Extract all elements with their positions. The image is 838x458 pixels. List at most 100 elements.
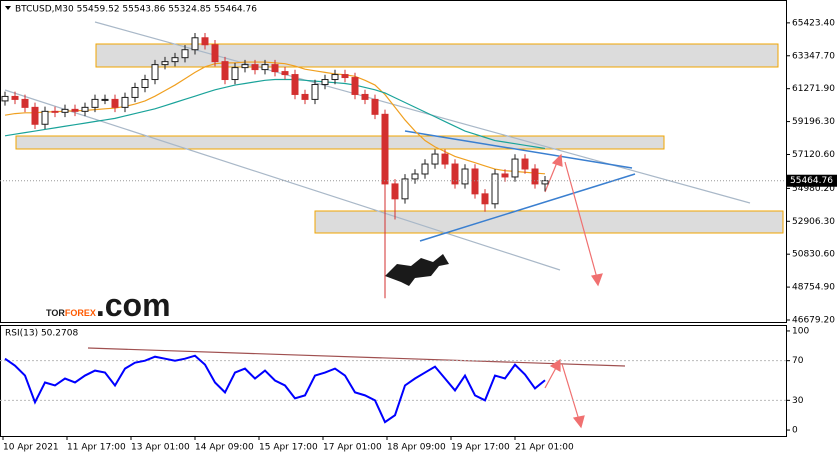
y-tick-label: 57120.60 xyxy=(792,150,835,160)
candle-body xyxy=(91,98,99,108)
candle-body xyxy=(181,49,189,59)
y-tick-label: 0 xyxy=(792,426,798,436)
last-price-label: 55464.76 xyxy=(790,176,833,186)
arrow xyxy=(564,161,598,279)
candle-body xyxy=(291,74,299,95)
header-icon xyxy=(5,6,11,10)
candle-body xyxy=(141,79,149,88)
candle-body xyxy=(431,153,439,165)
candle-body xyxy=(401,178,409,200)
candle-body xyxy=(321,79,329,86)
candle-body xyxy=(421,163,429,175)
candle-body xyxy=(261,64,269,71)
arrow xyxy=(561,363,580,421)
y-tick-label: 54980.20 xyxy=(792,184,835,194)
x-tick-label: 10 Apr 2021 xyxy=(3,443,59,453)
candle-body xyxy=(351,77,359,95)
candle-body xyxy=(301,93,309,100)
candle-body xyxy=(361,93,369,100)
bull-icon xyxy=(385,254,449,286)
resistance-zone xyxy=(95,43,779,68)
candle-body xyxy=(241,64,249,69)
candle-body xyxy=(541,180,549,185)
price-frame xyxy=(0,0,787,323)
logo-text: FOREX xyxy=(65,308,96,318)
candle-body xyxy=(31,106,39,125)
arrow xyxy=(544,159,559,193)
x-tick-label: 13 Apr 01:00 xyxy=(131,443,190,453)
candle-body xyxy=(211,44,219,63)
candle-body xyxy=(41,110,49,125)
chart-header: BTCUSD,M30 55459.52 55543.86 55324.85 55… xyxy=(15,5,257,15)
y-tick-label: 50830.60 xyxy=(792,250,835,260)
candle-body xyxy=(381,113,389,185)
x-tick-label: 17 Apr 01:00 xyxy=(323,443,382,453)
y-tick-label: 70 xyxy=(792,356,804,366)
y-tick-label: 52906.30 xyxy=(792,217,835,227)
series-line xyxy=(4,78,546,150)
candle-body xyxy=(411,173,419,180)
y-tick-label: 63347.70 xyxy=(792,51,835,61)
support-zone xyxy=(314,210,784,234)
candle-body xyxy=(521,158,529,170)
candle-body xyxy=(11,95,19,100)
candle-body xyxy=(131,86,139,98)
channel-line xyxy=(94,21,751,204)
logo-text: .com xyxy=(96,287,171,323)
channel-line xyxy=(4,89,561,271)
candle-body xyxy=(171,57,179,63)
x-tick-label: 11 Apr 17:00 xyxy=(67,443,126,453)
y-tick-label: 59196.30 xyxy=(792,117,835,127)
last-price-box xyxy=(787,174,837,187)
arrow-head xyxy=(551,153,563,167)
y-tick-label: 65423.40 xyxy=(792,18,835,28)
rsi-trendline xyxy=(87,347,626,367)
candle-body xyxy=(371,98,379,115)
support-zone xyxy=(15,135,665,150)
y-tick-label: 46679.20 xyxy=(792,315,835,325)
candle-body xyxy=(491,173,499,205)
candle-body xyxy=(271,64,279,73)
rsi-header: RSI(13) 50.2708 xyxy=(5,329,78,339)
x-tick-label: 19 Apr 17:00 xyxy=(451,443,510,453)
x-tick-label: 14 Apr 09:00 xyxy=(195,443,254,453)
candle-body xyxy=(71,108,79,112)
candle-body xyxy=(531,168,539,185)
candle-body xyxy=(151,64,159,81)
arrows xyxy=(87,153,626,429)
candle-body xyxy=(21,98,29,108)
triangle-line xyxy=(419,173,636,242)
candle-body xyxy=(101,98,109,101)
arrow-head xyxy=(549,358,561,373)
candle-body xyxy=(471,168,479,195)
candle-body xyxy=(461,168,469,185)
candle-body xyxy=(391,183,399,200)
candle-body xyxy=(311,84,319,100)
x-tick-label: 15 Apr 17:00 xyxy=(259,443,318,453)
arrow xyxy=(544,365,558,389)
candle-body xyxy=(221,61,229,81)
triangle-line xyxy=(404,130,633,169)
candle-body xyxy=(51,110,59,113)
y-tick-label: 48754.90 xyxy=(792,283,835,293)
candle-body xyxy=(231,67,239,81)
candle-body xyxy=(1,95,9,102)
candle-body xyxy=(111,98,119,108)
candle-body xyxy=(501,173,509,178)
y-tick-label: 100 xyxy=(792,326,809,336)
candle-body xyxy=(251,64,259,71)
arrow-head xyxy=(591,273,603,287)
candle-body xyxy=(451,163,459,185)
candle-body xyxy=(191,37,199,51)
candle-body xyxy=(331,74,339,81)
candle-body xyxy=(281,71,289,76)
y-tick-label: 30 xyxy=(792,396,804,406)
rsi-frame xyxy=(0,325,787,437)
x-tick-label: 18 Apr 09:00 xyxy=(387,443,446,453)
candle-body xyxy=(441,153,449,165)
candle-body xyxy=(201,37,209,46)
y-tick-label: 61271.90 xyxy=(792,84,835,94)
arrow-head xyxy=(572,415,585,429)
candle-body xyxy=(121,96,129,108)
